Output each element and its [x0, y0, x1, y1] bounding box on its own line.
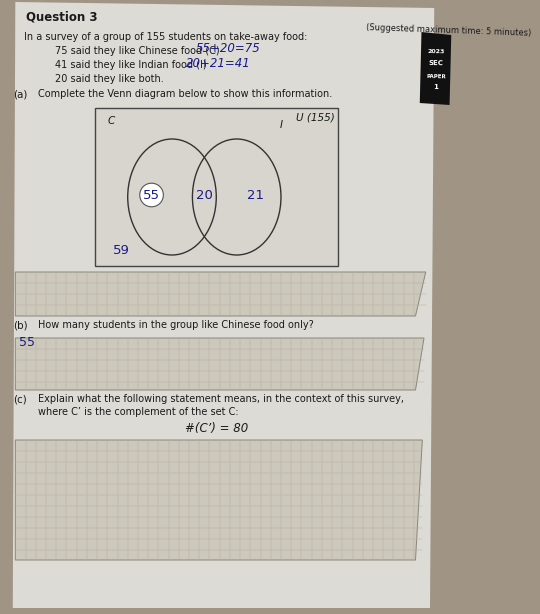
Text: I: I	[280, 120, 283, 130]
Text: PAPER: PAPER	[426, 74, 446, 79]
Text: (b): (b)	[13, 320, 28, 330]
Text: #(C’) = 80: #(C’) = 80	[186, 422, 249, 435]
Text: Question 3: Question 3	[25, 10, 97, 23]
Polygon shape	[15, 440, 422, 560]
Text: 59: 59	[112, 244, 130, 257]
Text: 20+21=41: 20+21=41	[186, 57, 251, 70]
Text: 1: 1	[434, 84, 438, 90]
Text: In a survey of a group of 155 students on take-away food:: In a survey of a group of 155 students o…	[24, 32, 307, 42]
Text: (c): (c)	[13, 394, 26, 404]
Text: 2023: 2023	[427, 49, 444, 54]
Text: where C’ is the complement of the set C:: where C’ is the complement of the set C:	[38, 407, 239, 417]
Polygon shape	[15, 338, 424, 390]
Text: 21: 21	[247, 188, 264, 201]
Text: How many students in the group like Chinese food only?: How many students in the group like Chin…	[38, 320, 314, 330]
Text: SEC: SEC	[428, 60, 443, 66]
Text: 55: 55	[19, 336, 35, 349]
Text: 20 said they like both.: 20 said they like both.	[55, 74, 164, 84]
Text: 20: 20	[196, 188, 213, 201]
Text: Explain what the following statement means, in the context of this survey,: Explain what the following statement mea…	[38, 394, 404, 404]
FancyBboxPatch shape	[96, 108, 338, 266]
Text: 41 said they like Indian food (I): 41 said they like Indian food (I)	[55, 60, 210, 70]
Text: (a): (a)	[13, 89, 27, 99]
Text: C: C	[107, 116, 114, 126]
Text: 75 said they like Chinese food (C): 75 said they like Chinese food (C)	[55, 46, 223, 56]
Text: 55+20=75: 55+20=75	[196, 42, 261, 55]
Text: 55: 55	[143, 188, 160, 201]
Text: U (155): U (155)	[296, 112, 335, 122]
Polygon shape	[13, 2, 434, 608]
Polygon shape	[420, 32, 451, 105]
Text: Complete the Venn diagram below to show this information.: Complete the Venn diagram below to show …	[38, 89, 333, 99]
Polygon shape	[15, 272, 426, 316]
Text: (Suggested maximum time: 5 minutes): (Suggested maximum time: 5 minutes)	[366, 23, 531, 38]
